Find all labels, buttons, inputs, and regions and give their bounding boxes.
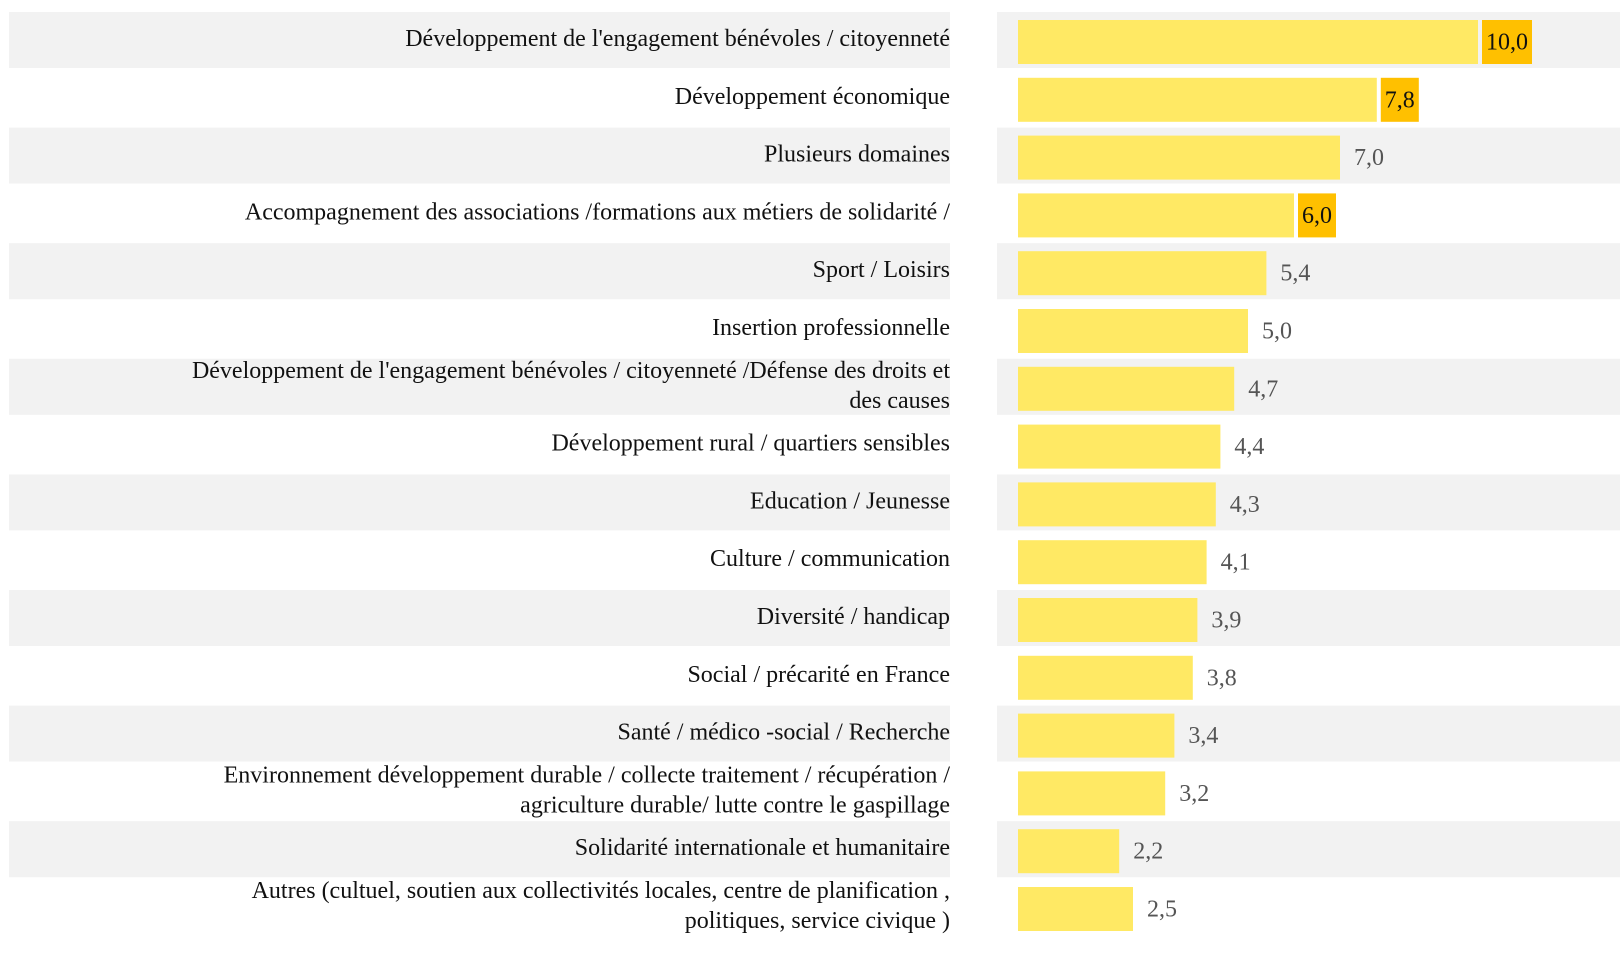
- value-label-box: [1482, 20, 1532, 64]
- category-label: Social / précarité en France: [687, 661, 950, 687]
- value-label: 4,7: [1248, 376, 1278, 402]
- bar: [1018, 20, 1478, 64]
- value-label-box: [1298, 193, 1336, 238]
- value-label: 5,4: [1280, 261, 1310, 287]
- value-label: 4,1: [1221, 550, 1251, 576]
- category-label: Santé / médico -social / Recherche: [617, 719, 950, 745]
- bar: [1018, 251, 1267, 296]
- value-label: 7,8: [1385, 87, 1415, 113]
- bar: [1018, 829, 1120, 874]
- value-label: 2,2: [1133, 839, 1163, 865]
- bar: [1018, 771, 1166, 816]
- bar: [1018, 135, 1340, 180]
- category-label: Solidarité internationale et humanitaire: [575, 835, 950, 861]
- row-band: [9, 474, 950, 531]
- category-label: Développement rural / quartiers sensible…: [551, 430, 950, 456]
- value-label: 3,2: [1179, 781, 1209, 807]
- row-band: [9, 590, 950, 646]
- category-label: Diversité / handicap: [757, 604, 950, 630]
- category-label: Accompagnement des associations /formati…: [245, 199, 950, 225]
- bar: [1018, 655, 1193, 700]
- row-band: [9, 358, 950, 415]
- bar: [1018, 713, 1175, 758]
- bar: [1018, 193, 1294, 238]
- category-label: Culture / communication: [710, 546, 950, 572]
- value-label: 3,4: [1188, 723, 1218, 749]
- value-label: 10,0: [1486, 30, 1528, 56]
- value-label: 4,3: [1230, 492, 1260, 518]
- category-label: Plusieurs domaines: [764, 141, 950, 167]
- value-label: 7,0: [1354, 145, 1384, 171]
- category-label: Développement économique: [675, 83, 950, 109]
- value-label-box: [1380, 77, 1419, 122]
- category-label: Sport / Loisirs: [813, 257, 950, 283]
- category-label: Insertion professionnelle: [712, 315, 950, 341]
- category-label: Développement de l'engagement bénévoles …: [192, 357, 950, 413]
- row-band: [9, 127, 950, 184]
- value-label: 3,9: [1211, 608, 1241, 634]
- value-label: 2,5: [1147, 897, 1177, 923]
- row-band: [9, 705, 950, 762]
- category-label: Education / Jeunesse: [750, 488, 950, 514]
- bar: [1018, 598, 1198, 642]
- row-band: [9, 243, 950, 300]
- bar: [1018, 77, 1377, 122]
- bar: [1018, 540, 1207, 585]
- value-label: 6,0: [1302, 203, 1332, 229]
- category-label: Autres (cultuel, soutien aux collectivit…: [252, 878, 950, 934]
- bar: [1018, 366, 1235, 411]
- bar: [1018, 482, 1216, 527]
- category-label: Développement de l'engagement bénévoles …: [405, 26, 950, 52]
- value-label: 3,8: [1207, 665, 1237, 691]
- row-band: [9, 12, 950, 68]
- value-label: 5,0: [1262, 319, 1292, 345]
- bar: [1018, 424, 1221, 469]
- value-label: 4,4: [1234, 434, 1264, 460]
- row-band: [9, 821, 950, 878]
- category-label: Environnement développement durable / co…: [224, 762, 951, 818]
- bar: [1018, 309, 1248, 353]
- bar: [1018, 887, 1133, 931]
